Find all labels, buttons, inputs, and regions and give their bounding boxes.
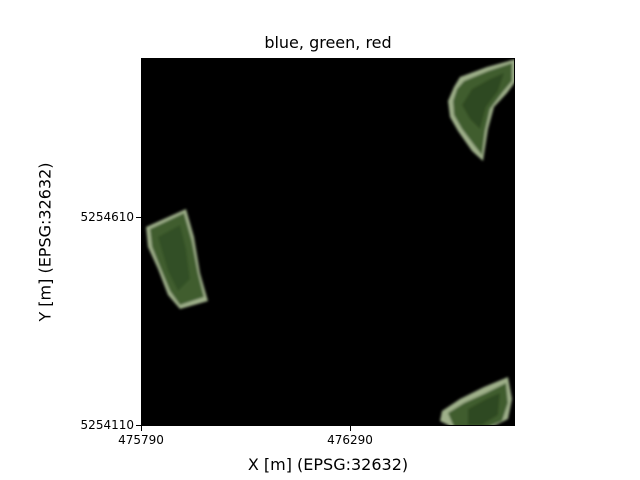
vegetation-patch-left — [146, 209, 208, 309]
y-tick-label: 5254110 — [80, 418, 134, 432]
image-axes — [141, 58, 515, 426]
x-tick-label: 475790 — [118, 433, 164, 447]
x-tick-mark — [141, 426, 142, 431]
x-tick-mark — [350, 426, 351, 431]
x-tick-label: 476290 — [327, 433, 373, 447]
vegetation-patch-bottom-right — [440, 377, 512, 425]
vegetation-patch-top-right — [448, 59, 514, 161]
y-tick-mark — [136, 425, 141, 426]
y-tick-label: 5254610 — [80, 210, 134, 224]
plot-title: blue, green, red — [264, 33, 392, 52]
x-axis-label: X [m] (EPSG:32632) — [247, 455, 409, 474]
y-tick-mark — [136, 217, 141, 218]
y-axis-label: Y [m] (EPSG:32632) — [35, 162, 55, 322]
raster-image — [146, 59, 514, 425]
